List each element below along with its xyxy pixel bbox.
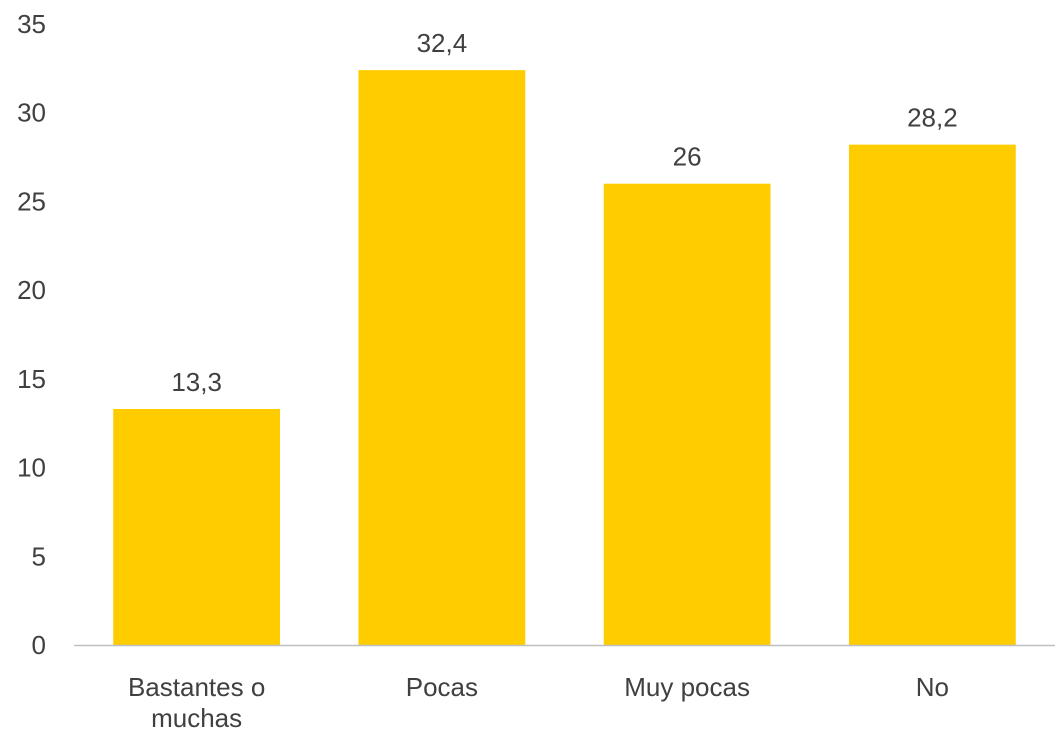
category-label-line: muchas bbox=[151, 703, 242, 733]
category-labels: Bastantes o muchas Pocas Muy pocas No bbox=[128, 672, 949, 733]
y-tick-label: 10 bbox=[17, 453, 46, 483]
y-tick-label: 30 bbox=[17, 98, 46, 128]
bar bbox=[358, 70, 526, 646]
category-label: Bastantes o muchas bbox=[128, 672, 265, 733]
y-tick-label: 35 bbox=[17, 9, 46, 39]
bar bbox=[848, 144, 1016, 645]
category-label: Muy pocas bbox=[624, 672, 750, 702]
y-tick-label: 5 bbox=[32, 541, 46, 571]
bar-value-label: 26 bbox=[673, 142, 702, 172]
bars bbox=[113, 70, 1016, 646]
y-axis-ticks: 0 5 10 15 20 25 30 35 bbox=[17, 9, 46, 660]
data-labels: 13,3 32,4 26 28,2 bbox=[171, 28, 957, 397]
bar-value-label: 28,2 bbox=[907, 103, 958, 133]
bar bbox=[603, 183, 771, 645]
bar bbox=[113, 409, 281, 645]
category-label: No bbox=[916, 672, 949, 702]
category-label-line: Muy pocas bbox=[624, 672, 750, 702]
bar-value-label: 13,3 bbox=[171, 367, 222, 397]
category-label-line: Bastantes o bbox=[128, 672, 265, 702]
y-tick-label: 25 bbox=[17, 186, 46, 216]
category-label: Pocas bbox=[406, 672, 478, 702]
y-tick-label: 15 bbox=[17, 364, 46, 394]
y-tick-label: 0 bbox=[32, 630, 46, 660]
y-tick-label: 20 bbox=[17, 275, 46, 305]
category-label-line: Pocas bbox=[406, 672, 478, 702]
category-label-line: No bbox=[916, 672, 949, 702]
bar-value-label: 32,4 bbox=[417, 28, 468, 58]
